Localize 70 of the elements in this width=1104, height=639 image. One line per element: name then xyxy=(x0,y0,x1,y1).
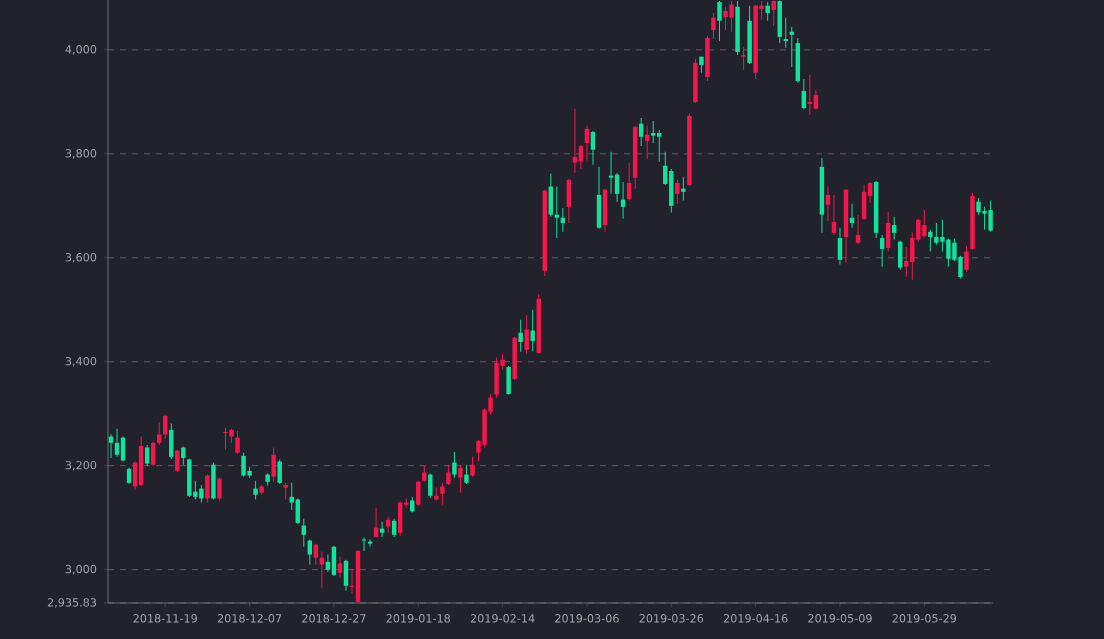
candlestick xyxy=(831,194,837,236)
x-tick-label: 2019-01-18 xyxy=(386,614,451,623)
candlestick xyxy=(253,480,258,500)
candlestick xyxy=(879,234,885,268)
candlestick xyxy=(458,464,463,494)
candlestick xyxy=(313,543,319,565)
candlestick xyxy=(813,89,819,111)
x-tick-label: 2018-12-07 xyxy=(217,614,282,623)
candlestick xyxy=(572,108,578,174)
candlestick xyxy=(891,216,897,241)
candlestick xyxy=(675,179,680,205)
candlestick xyxy=(114,428,120,458)
candlestick xyxy=(837,227,843,266)
candlestick xyxy=(867,181,873,204)
candlestick xyxy=(235,430,240,455)
candlestick xyxy=(307,539,313,565)
candlestick xyxy=(518,319,523,353)
candlestick xyxy=(771,0,776,27)
candlestick xyxy=(681,176,686,202)
candlestick xyxy=(337,556,343,578)
x-tick-label: 2019-03-06 xyxy=(555,614,619,623)
candlestick xyxy=(717,0,722,42)
y-tick-label: 2,935.83 xyxy=(47,598,97,608)
y-tick-label: 3,800 xyxy=(65,149,97,159)
x-tick-label: 2019-04-16 xyxy=(723,614,788,623)
candlestick xyxy=(181,445,186,466)
candlestick xyxy=(825,186,831,222)
y-tick-label: 3,400 xyxy=(65,356,97,367)
candlestick xyxy=(277,458,282,485)
candlestick xyxy=(301,518,307,548)
x-tick-label: 2018-11-19 xyxy=(133,614,197,623)
candlestick xyxy=(271,447,276,483)
candlestick xyxy=(416,480,421,507)
candlestick xyxy=(590,130,596,166)
x-tick-label: 2019-03-26 xyxy=(639,614,704,623)
candlestick xyxy=(638,117,644,147)
candlestick xyxy=(295,497,300,525)
candlestick xyxy=(711,12,716,40)
candlestick xyxy=(325,554,331,573)
candlestick xyxy=(904,246,909,278)
candlestick xyxy=(470,456,475,478)
candlestick xyxy=(452,451,457,479)
candlestick xyxy=(855,214,861,245)
candlestick xyxy=(964,245,969,273)
candlestick xyxy=(217,477,222,502)
candlestick xyxy=(150,441,156,467)
candlestick xyxy=(446,464,451,486)
candlestick xyxy=(524,314,529,355)
y-tick-label: 3,200 xyxy=(65,460,97,471)
candlestick xyxy=(440,482,445,506)
candlestick xyxy=(289,482,294,511)
candlestick xyxy=(657,129,662,163)
y-tick-label: 3,600 xyxy=(65,252,97,263)
candlestick xyxy=(650,120,656,144)
x-tick-label: 2018-12-27 xyxy=(302,614,366,623)
candlestick xyxy=(464,464,469,485)
candlestick xyxy=(163,414,168,440)
candlestick xyxy=(205,474,210,504)
candlestick xyxy=(428,472,433,499)
y-tick-label: 4,000 xyxy=(65,45,97,55)
x-tick-label: 2019-05-29 xyxy=(892,614,957,623)
x-tick-label: 2019-02-14 xyxy=(470,614,535,623)
x-tick-label: 2019-05-09 xyxy=(808,614,872,623)
candlestick xyxy=(765,1,770,22)
y-tick-label: 3,000 xyxy=(65,564,97,575)
candlestick xyxy=(578,144,584,170)
candlestick xyxy=(385,516,391,534)
candlestick xyxy=(928,229,933,253)
candlestick xyxy=(175,449,180,473)
candlestick xyxy=(741,46,746,71)
